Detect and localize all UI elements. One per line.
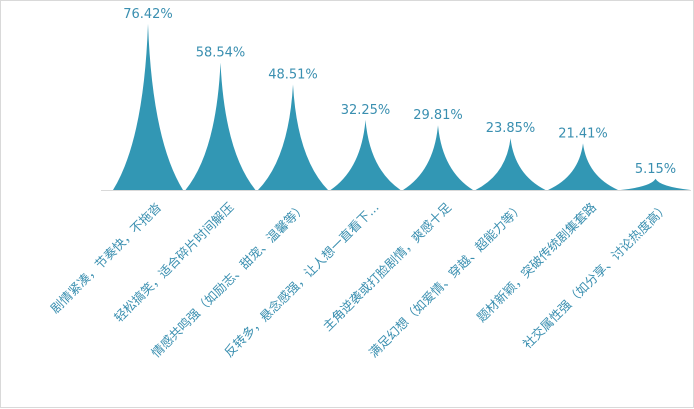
- value-label-group: 76.42% 58.54% 48.51% 32.25% 29.81% 23.85% 21.4…: [123, 7, 676, 177]
- bar-spike-1: [113, 23, 183, 190]
- value-label-7: 21.41%: [558, 126, 608, 141]
- value-label-3: 48.51%: [268, 67, 318, 82]
- category-label-5: 主角逆袭或打脸剧情，爽感十足: [320, 199, 455, 334]
- bar-spike-5: [403, 125, 473, 190]
- value-label-2: 58.54%: [196, 46, 246, 61]
- category-label-8: 社交属性强（如分享、讨论热度高）: [520, 200, 672, 352]
- value-label-8: 5.15%: [635, 162, 676, 177]
- value-label-4: 32.25%: [341, 103, 391, 118]
- category-label-group: 剧情紧凑，节奏快，不拖沓轻松搞笑，适合碎片时间解压情感共鸣强（如励志、甜宠、温馨…: [47, 199, 671, 360]
- bar-spike-8: [620, 178, 691, 190]
- category-label-6: 满足幻想（如爱情、穿越、超能力等）: [366, 200, 527, 361]
- bar-spike-4: [330, 119, 401, 190]
- bar-spike-7: [548, 143, 618, 190]
- bar-group: [113, 23, 691, 190]
- value-label-1: 76.42%: [123, 7, 173, 22]
- category-label-2: 轻松搞笑，适合碎片时间解压: [111, 200, 237, 326]
- value-label-5: 29.81%: [413, 108, 463, 123]
- category-label-3: 情感共鸣强（如励志、甜宠、温馨等）: [148, 200, 309, 361]
- bar-spike-3: [258, 84, 328, 190]
- bar-spike-6: [475, 138, 546, 190]
- category-label-7: 题材新颖，突破传统剧集套路: [474, 199, 600, 325]
- category-label-4: 反转多，悬念感强，让人想一直看下...: [221, 200, 381, 360]
- value-label-6: 23.85%: [486, 121, 536, 136]
- bar-spike-2: [185, 62, 256, 190]
